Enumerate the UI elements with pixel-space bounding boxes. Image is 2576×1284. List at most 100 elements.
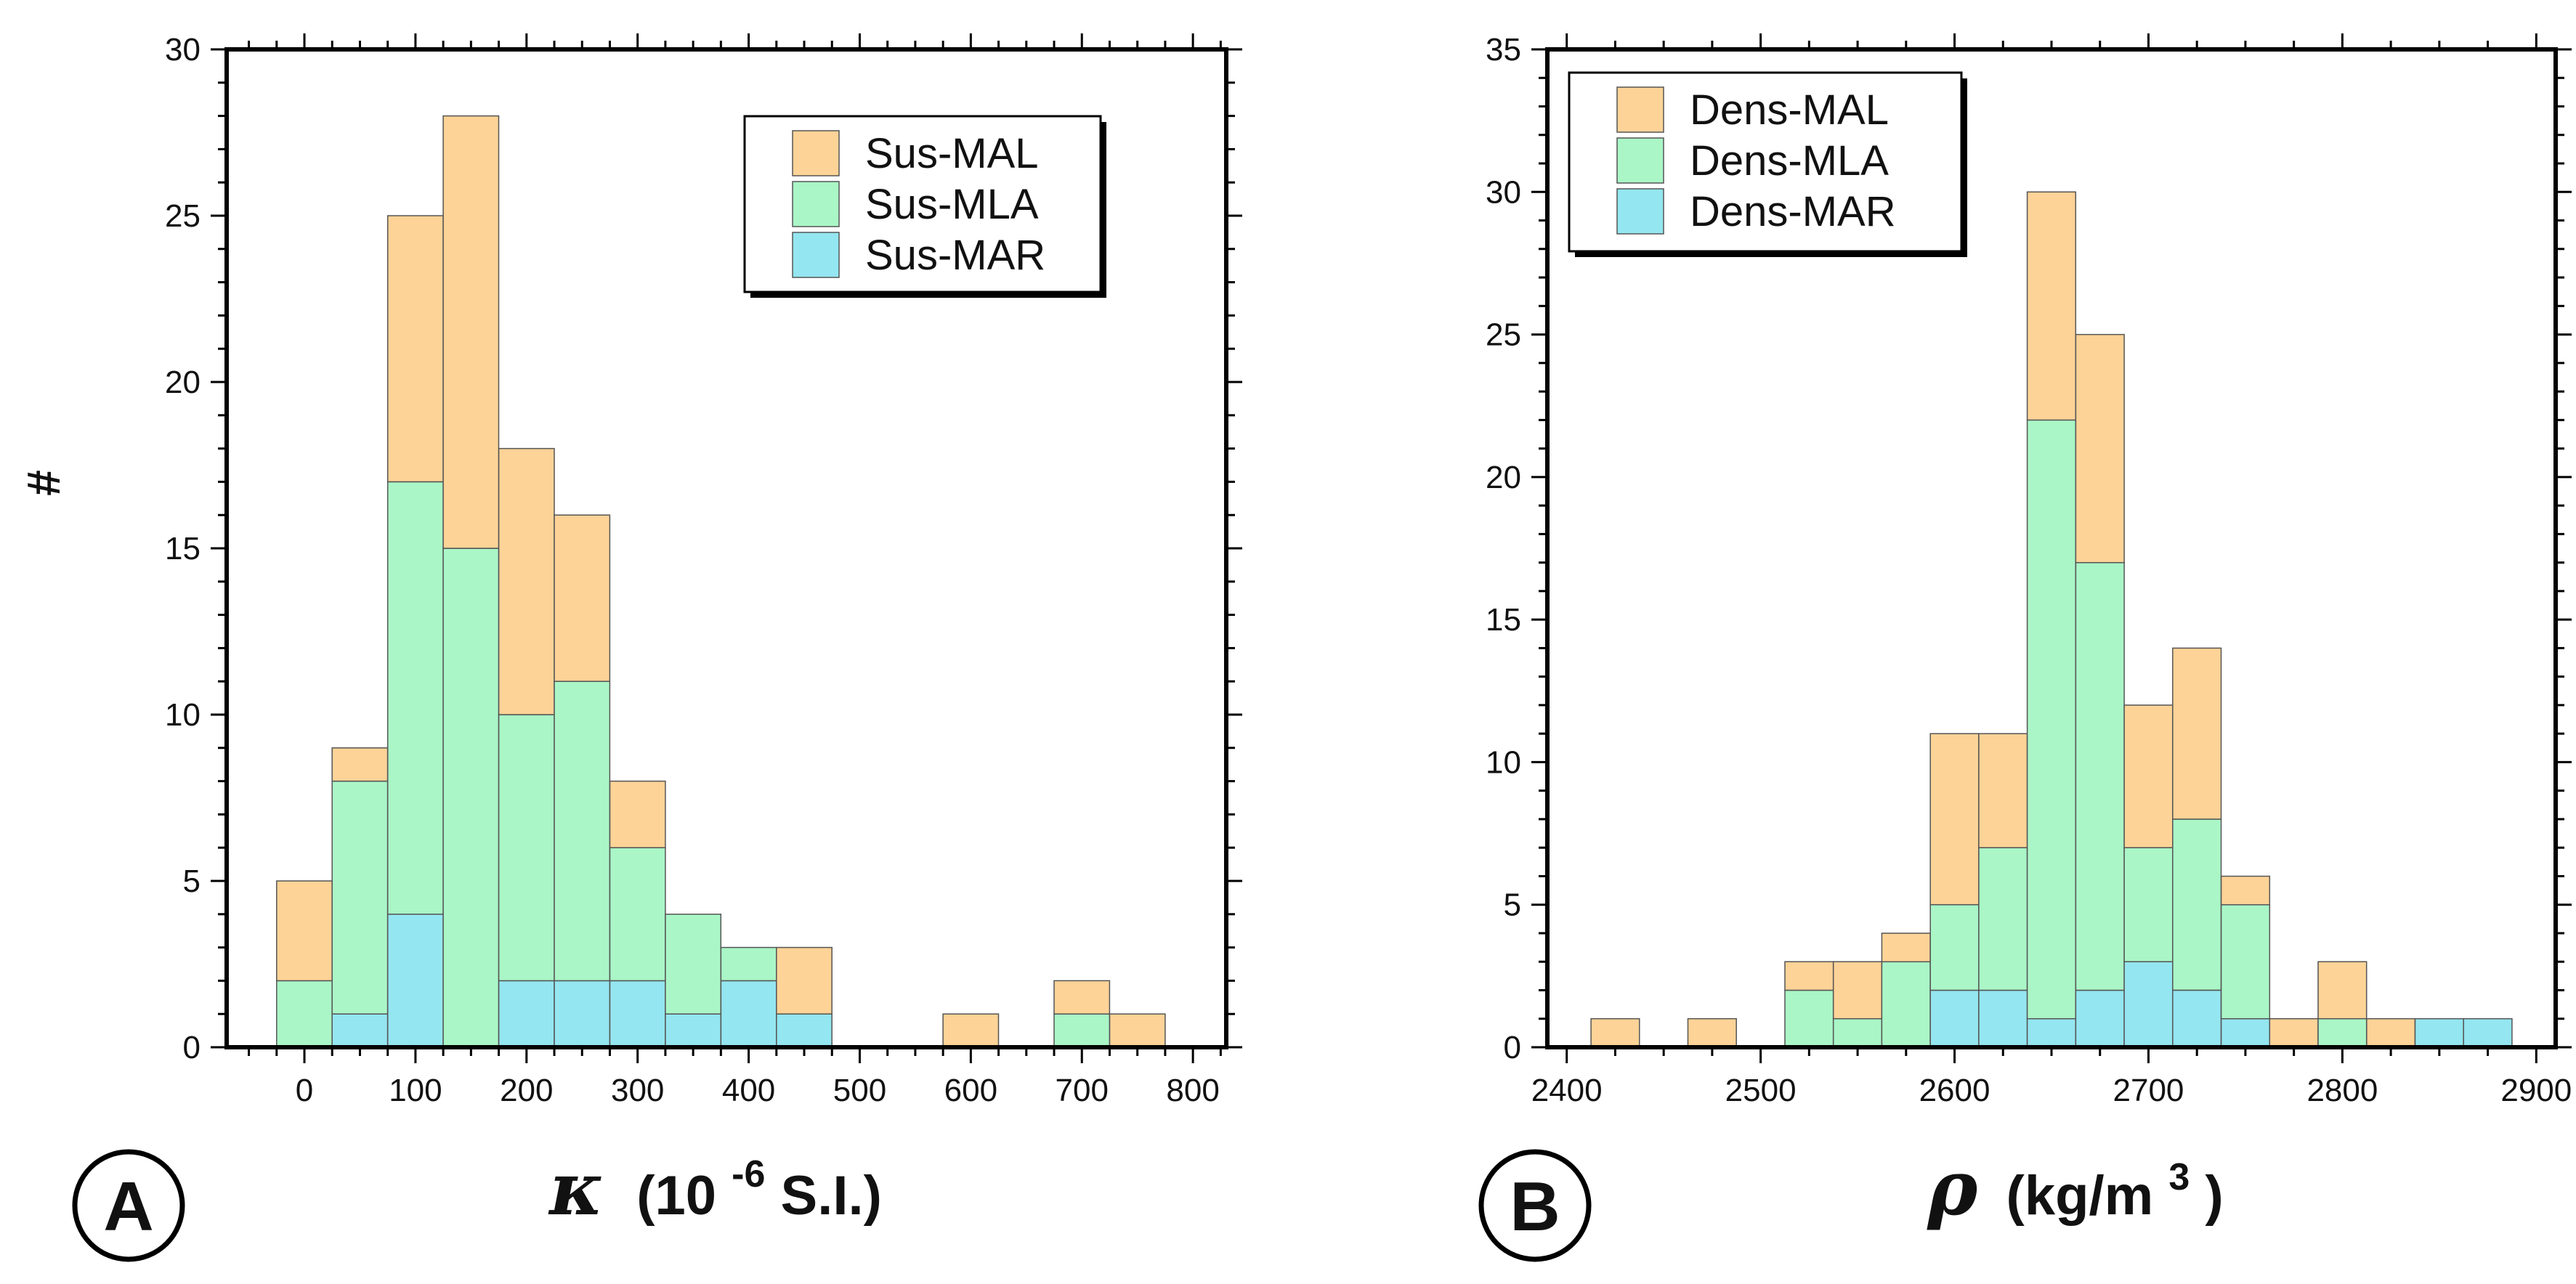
ytick-label: 0 [1504,1030,1521,1065]
legend-label-mar: Sus-MAR [865,232,1045,279]
x-title-exponent: 3 [2168,1156,2190,1198]
xtick-label: 700 [1056,1073,1109,1108]
x-title-exponent: -6 [732,1153,765,1195]
bar-mal-2800 [2317,961,2368,1020]
bar-mla-0 [276,980,333,1048]
bar-mla-2750 [2220,903,2271,1020]
ytick-label: 20 [165,365,201,400]
bar-mla-2675 [2075,561,2125,991]
bar-mar-400 [720,980,777,1048]
bar-mal-0 [276,880,333,982]
xtick-label: 0 [296,1073,313,1108]
bar-mal-2725 [2172,647,2222,820]
bar-mla-200 [498,714,555,982]
bar-mar-300 [609,980,666,1048]
xtick-label: 2400 [1531,1073,1603,1108]
bar-mar-2725 [2172,989,2222,1048]
xtick-label: 200 [500,1073,553,1108]
bar-mal-100 [386,215,444,483]
ytick-label: 5 [183,864,201,899]
bar-mar-2675 [2075,989,2125,1048]
bar-mal-2775 [2269,1017,2319,1048]
ytick-label: 35 [1486,32,1521,68]
bar-mal-2625 [1978,733,2028,848]
bar-mar-2750 [2220,1017,2271,1048]
bar-mal-450 [776,946,833,1015]
ytick-label: 20 [1486,460,1521,495]
bar-mla-700 [1053,1013,1111,1048]
bar-mla-400 [720,946,777,982]
bar-mal-2825 [2366,1017,2416,1048]
bar-mal-700 [1053,980,1111,1015]
panel-b-circle [1478,1149,1592,1262]
bar-mla-2600 [1929,903,1980,991]
bar-mal-600 [942,1013,1000,1048]
panel-a-bars [276,115,1166,1048]
bar-mar-200 [498,980,555,1048]
bar-mal-250 [554,514,611,682]
panel-b-histogram: 0 5 10 15 20 25 30 35 2400 2500 2600 2700 2800 2900 D… [1478,32,2572,1262]
bar-mla-50 [331,780,389,1015]
rho-symbol: ρ [1927,1143,1978,1232]
ytick-label: 0 [183,1030,201,1065]
ytick-label: 10 [165,697,201,733]
x-title-close: ) [2205,1165,2223,1227]
legend-swatch-mal [792,130,840,176]
panel-a-badge: A [72,1149,185,1262]
x-title-close: S.I.) [781,1165,882,1227]
ytick-label: 30 [165,32,201,68]
bar-mar-50 [331,1013,389,1048]
panel-a-frame [224,47,1228,1049]
x-title-open: (10 [636,1165,716,1227]
xtick-label: 2500 [1725,1073,1797,1108]
bar-mla-2525 [1784,989,1834,1048]
bar-mla-2725 [2172,818,2222,991]
panel-b-frame [1545,47,2558,1049]
bar-mar-350 [665,1013,722,1048]
x-title-open: (kg/m [2006,1165,2154,1227]
bar-mla-2650 [2026,419,2077,1020]
ytick-label: 30 [1486,174,1521,210]
bar-mal-2525 [1784,961,1834,991]
bar-mal-150 [442,115,500,549]
bar-mar-2625 [1978,989,2028,1048]
bar-mar-2650 [2026,1017,2077,1048]
legend-label-mar: Dens-MAR [1690,188,1896,235]
xtick-label: 2600 [1919,1073,1990,1108]
bar-mla-2625 [1978,847,2028,991]
panel-a-x-axis-title: κ (10 -6 S.I.) [548,1137,882,1232]
bar-mar-2700 [2123,961,2174,1048]
bar-mar-2600 [1929,989,1980,1048]
panel-b-badge: B [1478,1149,1592,1262]
ytick-label: 15 [1486,602,1521,638]
bar-mar-2850 [2414,1017,2464,1048]
panel-b-letter: B [1510,1168,1560,1246]
legend-label-mla: Sus-MLA [865,181,1039,228]
ytick-label: 25 [1486,317,1521,353]
ytick-label: 15 [165,531,201,566]
legend-label-mal: Dens-MAL [1690,86,1889,134]
xtick-label: 800 [1166,1073,1219,1108]
bar-mla-250 [554,680,611,982]
panel-b-bars [1590,191,2513,1048]
xtick-label: 600 [944,1073,997,1108]
bar-mla-2550 [1832,1017,1883,1048]
legend-swatch-mal [1616,86,1664,133]
bar-mal-750 [1109,1013,1166,1048]
bar-mar-250 [554,980,611,1048]
xtick-label: 2900 [2500,1073,2572,1108]
bar-mal-2575 [1881,932,1931,963]
y-axis-title: # [17,470,70,496]
xtick-label: 2800 [2306,1073,2378,1108]
ytick-label: 25 [165,198,201,234]
bar-mar-2875 [2463,1017,2513,1048]
bar-mal-2750 [2220,875,2271,906]
bar-mal-2650 [2026,191,2077,421]
bar-mal-300 [609,780,666,848]
bar-mal-2425 [1590,1017,1640,1048]
panel-a-letter: A [103,1168,153,1246]
